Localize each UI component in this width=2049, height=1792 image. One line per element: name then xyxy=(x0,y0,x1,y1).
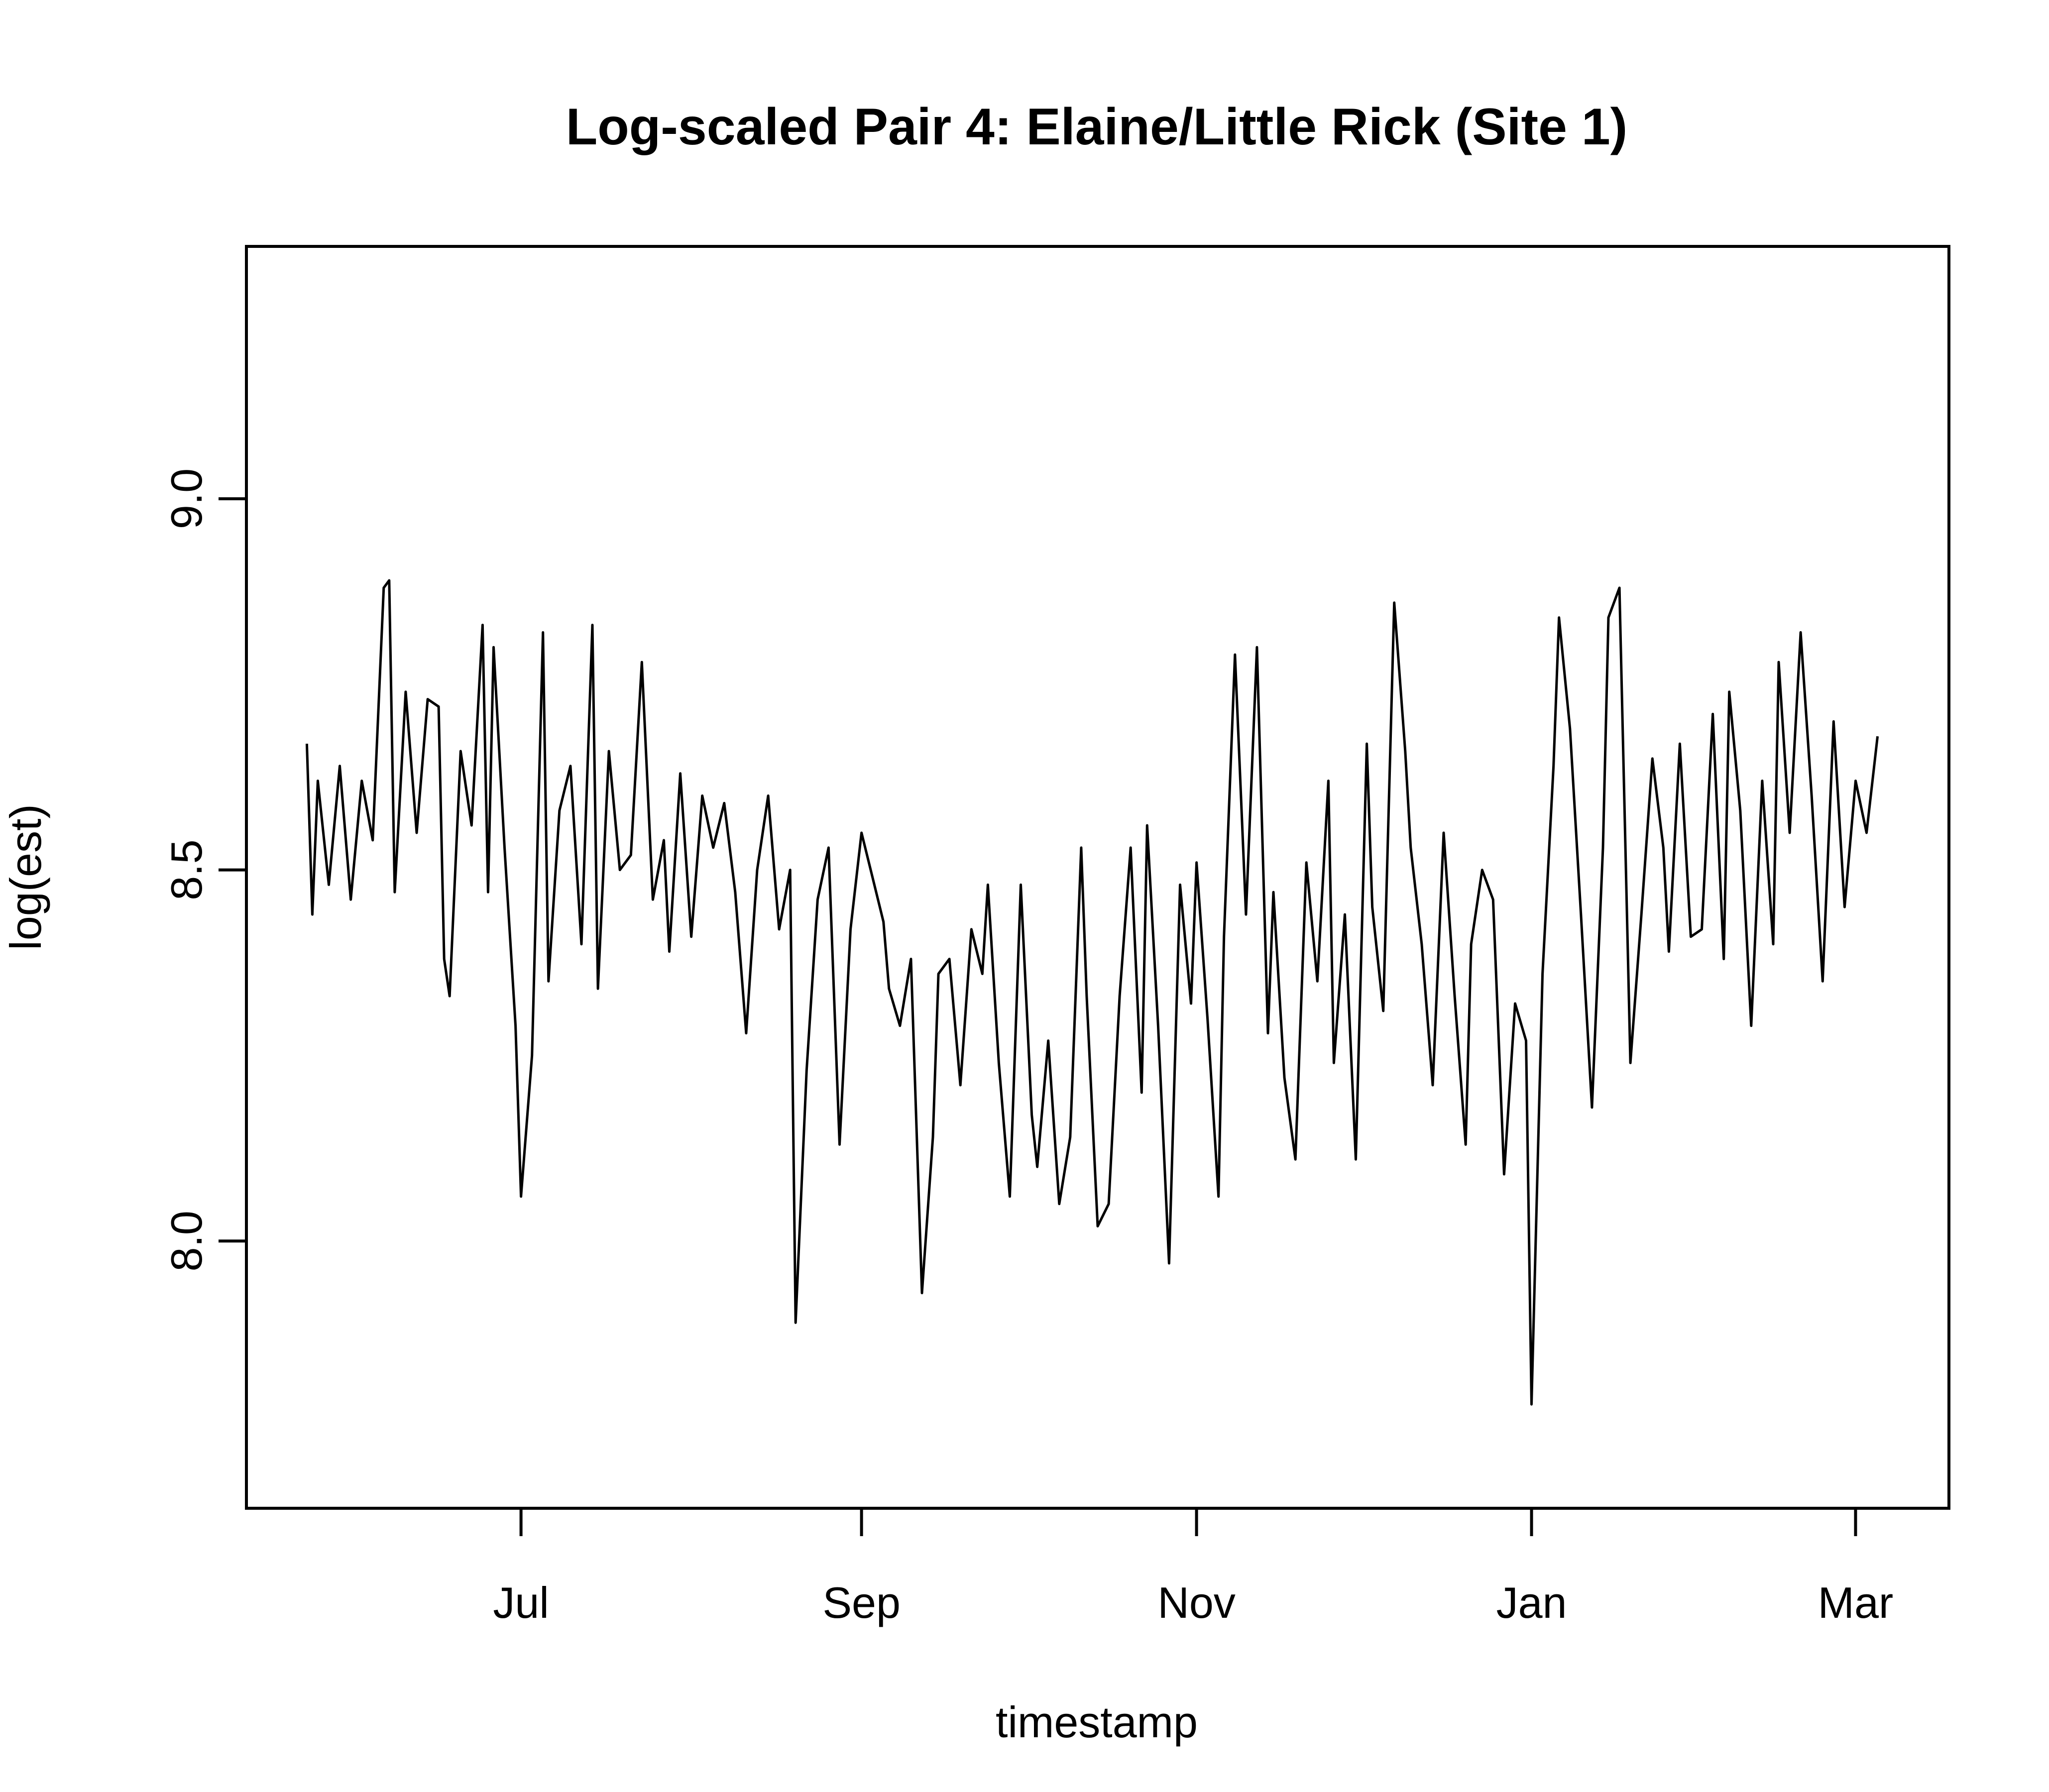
y-axis: 8.0 8.5 9.0 xyxy=(162,468,246,1271)
x-tick-label: Mar xyxy=(1818,1578,1894,1627)
x-tick-label: Jan xyxy=(1496,1578,1567,1627)
y-tick-label: 8.0 xyxy=(162,1211,211,1271)
plot-frame xyxy=(245,245,1950,1510)
x-axis-label: timestamp xyxy=(996,1697,1198,1747)
y-tick-label: 8.5 xyxy=(162,839,211,900)
x-tick-label: Nov xyxy=(1157,1578,1236,1627)
x-axis: Jul Sep Nov Jan Mar xyxy=(493,1508,1893,1627)
series-line xyxy=(305,579,1879,1406)
y-tick-label: 9.0 xyxy=(162,468,211,529)
x-tick-label: Sep xyxy=(822,1578,901,1627)
chart-title: Log-scaled Pair 4: Elaine/Little Rick (S… xyxy=(566,98,1628,156)
y-axis-label: log(est) xyxy=(1,804,50,950)
x-tick-label: Jul xyxy=(493,1578,549,1627)
